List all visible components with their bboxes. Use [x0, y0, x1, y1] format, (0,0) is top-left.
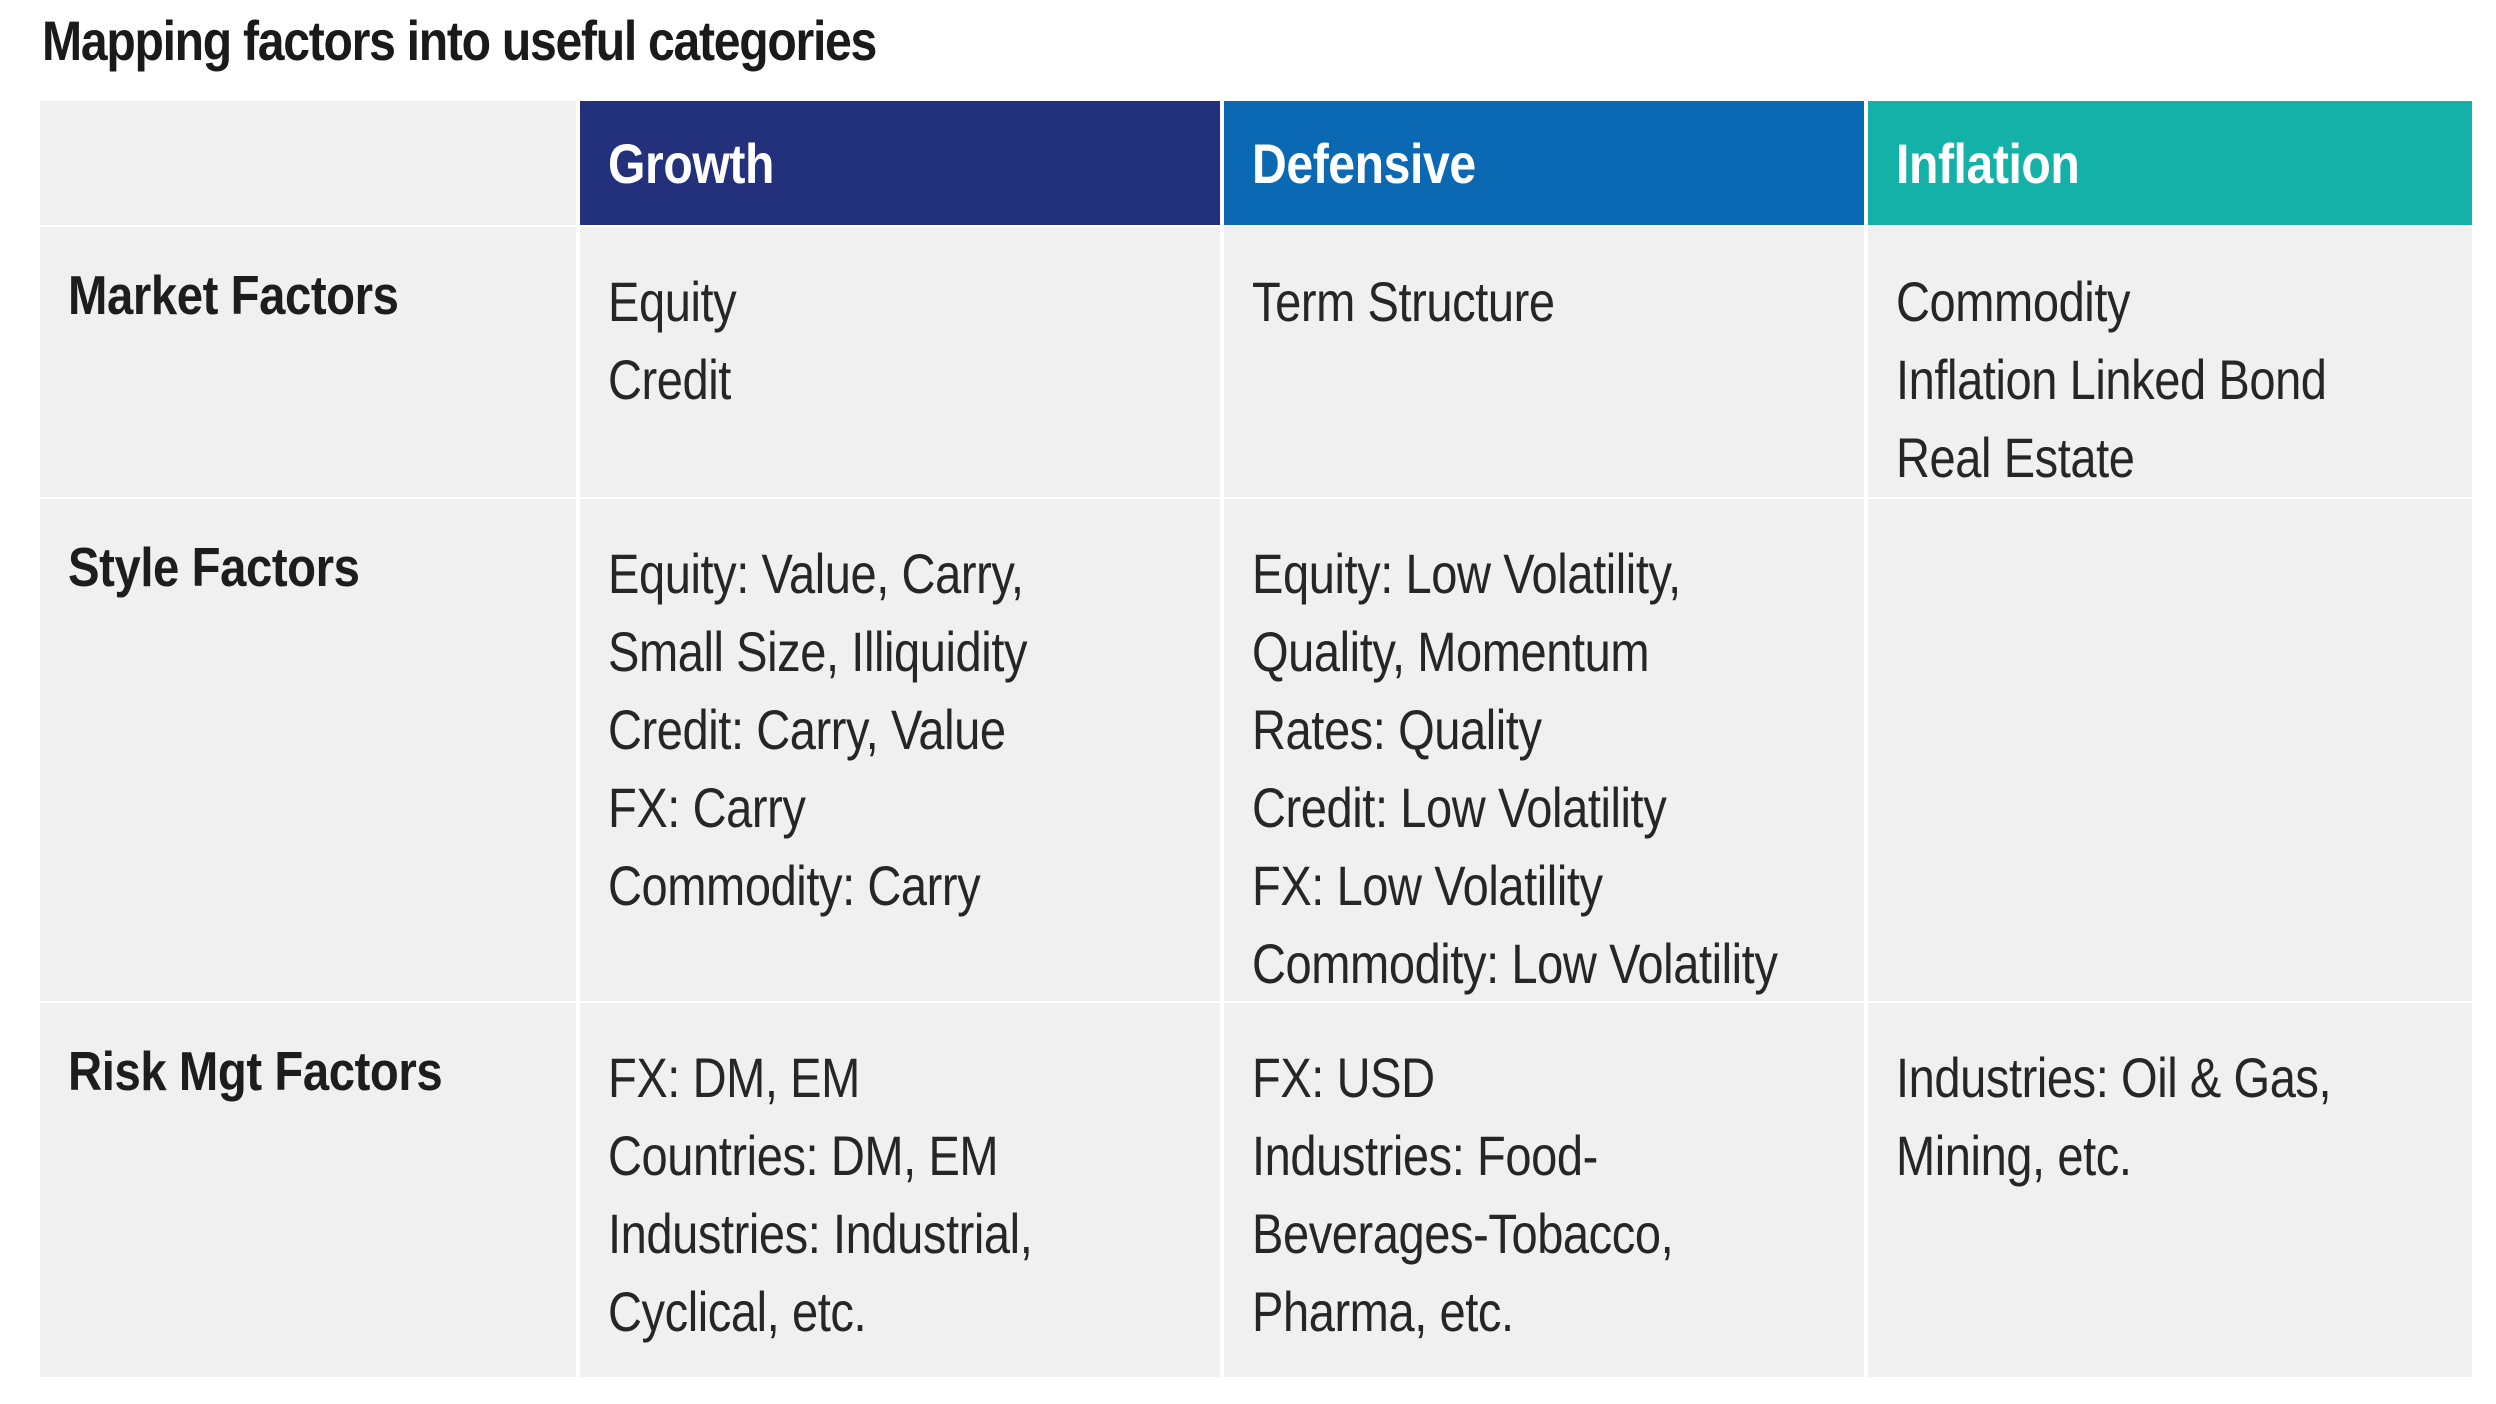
- cell-line: Credit: [608, 348, 731, 411]
- cell-line: Equity: Low Volatility,: [1252, 542, 1681, 605]
- cell-line: FX: Carry: [608, 776, 806, 839]
- market-defensive-cell: Term Structure: [1224, 227, 1864, 497]
- risk-growth-cell: FX: DM, EM Countries: DM, EM Industries:…: [580, 1003, 1220, 1377]
- cell-line: Commodity: [1896, 270, 2131, 333]
- cell-line: FX: Low Volatility: [1252, 854, 1603, 917]
- cell-line: Credit: Low Volatility: [1252, 776, 1667, 839]
- cell-line: Mining, etc.: [1896, 1124, 2132, 1187]
- cell-line: Term Structure: [1252, 270, 1555, 333]
- cell-line: Commodity: Carry: [608, 854, 981, 917]
- cell-line: Industries: Industrial,: [608, 1202, 1033, 1265]
- cell-line: Equity: Value, Carry,: [608, 542, 1024, 605]
- risk-inflation-cell: Industries: Oil & Gas, Mining, etc.: [1868, 1003, 2472, 1377]
- row-label-risk-mgt-factors: Risk Mgt Factors: [40, 1003, 576, 1377]
- style-growth-cell: Equity: Value, Carry, Small Size, Illiqu…: [580, 499, 1220, 1001]
- cell-line: Commodity: Low Volatility: [1252, 932, 1778, 995]
- column-header-defensive: Defensive: [1224, 101, 1864, 225]
- page-title: Mapping factors into useful categories: [42, 9, 877, 72]
- market-inflation-cell: Commodity Inflation Linked Bond Real Est…: [1868, 227, 2472, 497]
- cell-line: Quality, Momentum: [1252, 620, 1650, 683]
- cell-line: Beverages-Tobacco,: [1252, 1202, 1674, 1265]
- cell-line: Industries: Food-: [1252, 1124, 1598, 1187]
- cell-line: Small Size, Illiquidity: [608, 620, 1028, 683]
- cell-line: Equity: [608, 270, 737, 333]
- factor-table: Growth Defensive Inflation Market Factor…: [40, 101, 2472, 1377]
- cell-line: Pharma, etc.: [1252, 1280, 1514, 1343]
- header-blank-cell: [40, 101, 576, 225]
- cell-line: Inflation Linked Bond: [1896, 348, 2327, 411]
- cell-line: FX: USD: [1252, 1046, 1435, 1109]
- cell-line: Cyclical, etc.: [608, 1280, 867, 1343]
- style-defensive-cell: Equity: Low Volatility, Quality, Momentu…: [1224, 499, 1864, 1001]
- cell-line: FX: DM, EM: [608, 1046, 860, 1109]
- row-label-market-factors: Market Factors: [40, 227, 576, 497]
- cell-line: Industries: Oil & Gas,: [1896, 1046, 2332, 1109]
- risk-defensive-cell: FX: USD Industries: Food- Beverages-Toba…: [1224, 1003, 1864, 1377]
- column-header-inflation: Inflation: [1868, 101, 2472, 225]
- cell-line: Credit: Carry, Value: [608, 698, 1006, 761]
- cell-line: Rates: Quality: [1252, 698, 1542, 761]
- column-header-growth: Growth: [580, 101, 1220, 225]
- market-growth-cell: Equity Credit: [580, 227, 1220, 497]
- cell-line: Real Estate: [1896, 426, 2135, 489]
- cell-line: Countries: DM, EM: [608, 1124, 999, 1187]
- row-label-style-factors: Style Factors: [40, 499, 576, 1001]
- style-inflation-cell: [1868, 499, 2472, 1001]
